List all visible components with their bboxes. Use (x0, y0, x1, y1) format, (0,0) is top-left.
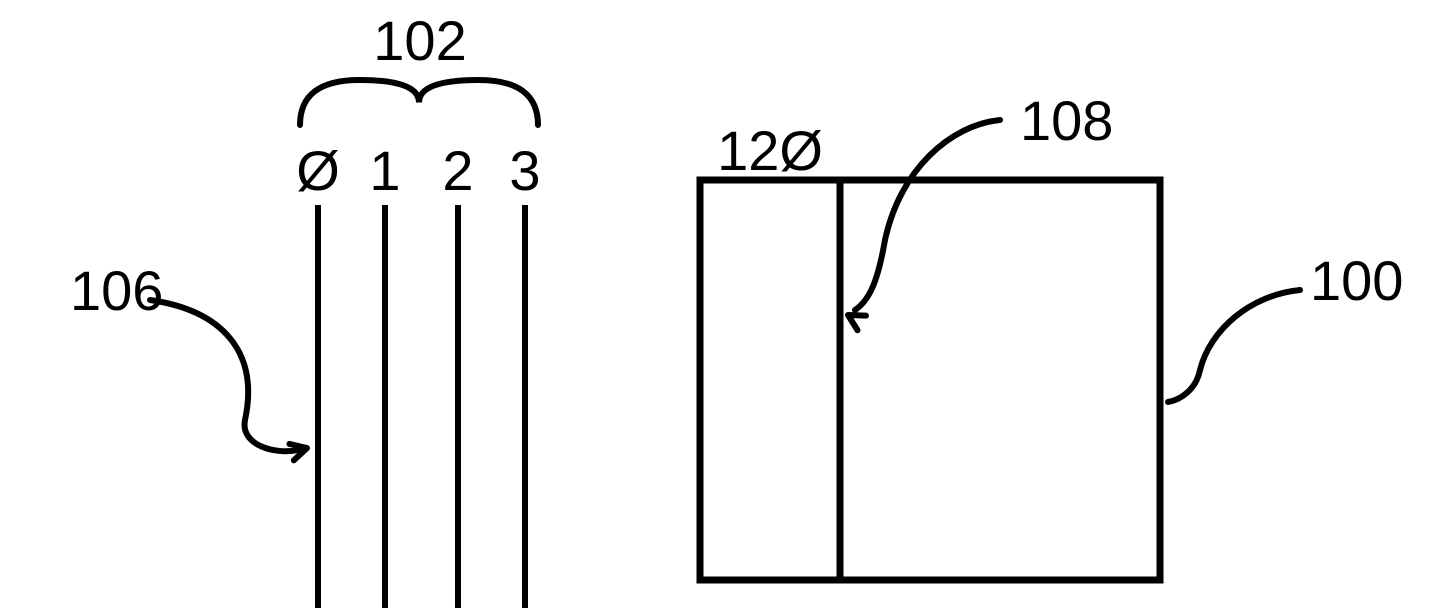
line-label: 3 (509, 139, 540, 202)
line-label: 1 (369, 139, 400, 202)
brace-icon (300, 80, 538, 125)
main-box (700, 180, 1160, 580)
line-label: Ø (296, 139, 340, 202)
leader-106 (150, 300, 298, 451)
figure-label-102: 102 (373, 9, 466, 72)
figure-label-100: 100 (1310, 249, 1403, 312)
leader-100 (1168, 290, 1300, 402)
line-label: 2 (442, 139, 473, 202)
figure-label-108: 108 (1020, 89, 1113, 152)
figure-label-106: 106 (70, 259, 163, 322)
box-top-label: 12Ø (717, 119, 823, 182)
leader-108 (855, 120, 1000, 310)
